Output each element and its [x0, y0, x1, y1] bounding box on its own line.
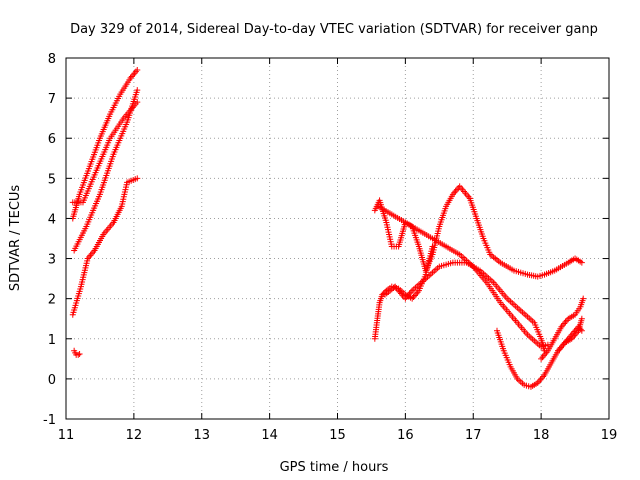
data-points [69, 67, 587, 390]
y-tick-label: -1 [43, 413, 56, 428]
data-point [134, 175, 141, 182]
data-point [134, 87, 141, 94]
data-point [578, 315, 585, 322]
x-tick-label: 15 [329, 428, 346, 443]
data-point [76, 351, 83, 358]
data-point [75, 351, 82, 358]
y-axis-label: SDTVAR / TECUs [8, 185, 23, 292]
data-point [577, 326, 584, 333]
series-trace-j [382, 259, 548, 354]
y-tick-label: 3 [48, 253, 56, 268]
data-point [134, 67, 141, 74]
y-tick-label: 5 [48, 172, 56, 187]
x-tick-label: 18 [533, 428, 550, 443]
series-trace-k [494, 315, 585, 390]
y-tick-label: 1 [48, 333, 56, 348]
y-tick-label: 0 [48, 373, 56, 388]
x-tick-label: 17 [465, 428, 482, 443]
series-trace-h [375, 203, 551, 350]
series-trace-d [69, 175, 141, 318]
x-tick-label: 14 [261, 428, 278, 443]
y-tick-label: 7 [48, 92, 56, 107]
y-tick-label: 8 [48, 52, 56, 67]
series-trace-m [555, 323, 585, 354]
y-tick-label: 6 [48, 132, 56, 147]
series-trace-a [69, 67, 141, 222]
x-axis-label: GPS time / hours [280, 460, 389, 475]
x-tick-label: 16 [397, 428, 414, 443]
data-point [580, 295, 587, 302]
x-tick-label: 12 [126, 428, 143, 443]
series-trace-e [71, 347, 83, 358]
series-trace-f [371, 243, 436, 342]
grid [66, 58, 609, 419]
x-tick-label: 11 [58, 428, 75, 443]
data-point [134, 99, 141, 106]
x-tick-label: 13 [193, 428, 210, 443]
data-point [578, 259, 585, 266]
x-tick-label: 19 [601, 428, 618, 443]
series-trace-i [466, 195, 585, 280]
data-point [578, 327, 585, 334]
series-trace-g [371, 183, 473, 274]
y-tick-label: 2 [48, 293, 56, 308]
y-tick-label: 4 [48, 212, 56, 227]
series-trace-l [538, 295, 587, 362]
chart-title: Day 329 of 2014, Sidereal Day-to-day VTE… [70, 22, 598, 37]
series-trace-c [71, 87, 141, 254]
